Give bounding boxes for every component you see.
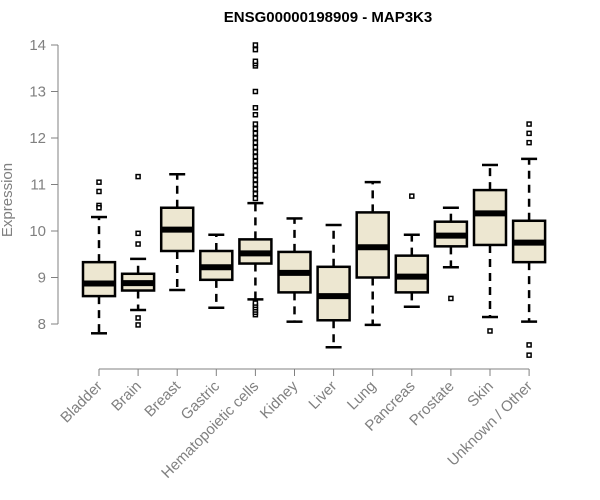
y-tick-label: 12 <box>29 130 46 147</box>
outlier-point <box>526 342 532 348</box>
outlier-point <box>252 195 259 202</box>
box-unknown-other <box>511 121 547 358</box>
outlier-point <box>252 172 259 178</box>
outlier-point <box>135 322 141 328</box>
box-iqr <box>81 260 117 298</box>
outlier-point <box>252 186 259 192</box>
outlier-point <box>252 135 259 141</box>
box-kidney <box>277 217 312 323</box>
y-tick-label: 9 <box>38 270 46 287</box>
outlier-point <box>135 230 141 237</box>
x-tick-label: Liver <box>305 378 340 413</box>
outlier-point <box>252 163 259 169</box>
outlier-point <box>448 295 454 302</box>
x-tick-label: Lung <box>344 378 380 414</box>
outlier-point <box>526 139 532 146</box>
y-tick-label: 10 <box>29 223 46 240</box>
outlier-point <box>409 193 415 199</box>
outlier-point <box>252 88 259 95</box>
outlier-point <box>252 42 259 48</box>
x-tick-label: Brain <box>108 378 145 415</box>
y-axis-title: Expression <box>0 163 16 237</box>
outlier-point <box>252 153 259 160</box>
outlier-point <box>135 241 141 247</box>
box-iqr <box>472 188 508 247</box>
box-hematopoietic-cells <box>238 42 273 318</box>
outlier-point <box>487 328 493 334</box>
x-tick-label: Bladder <box>57 378 106 427</box>
x-tick-label: Breast <box>141 377 184 420</box>
box-bladder <box>81 179 117 335</box>
outlier-point <box>526 130 532 137</box>
box-skin <box>472 163 508 334</box>
outlier-point <box>252 130 259 137</box>
outlier-point <box>252 181 259 188</box>
y-tick-label: 13 <box>29 84 46 101</box>
y-axis: 8 9 10 11 12 13 14 <box>29 37 59 333</box>
outlier-point <box>526 352 532 358</box>
box-prostate <box>433 206 469 302</box>
outlier-point <box>252 191 259 197</box>
outlier-point <box>96 205 102 211</box>
outlier-point <box>252 105 259 111</box>
outlier-point <box>252 149 259 155</box>
x-tick-label: Kidney <box>257 377 302 422</box>
y-tick-label: 11 <box>30 177 46 194</box>
outlier-point <box>252 167 259 174</box>
box-pancreas <box>394 193 430 309</box>
outlier-point <box>252 144 259 151</box>
boxes-group <box>81 42 547 358</box>
outlier-point <box>252 125 259 132</box>
box-liver <box>316 223 351 349</box>
box-breast <box>159 173 195 292</box>
outlier-point <box>252 112 259 118</box>
outlier-point <box>252 177 259 183</box>
outlier-point <box>526 121 532 127</box>
outlier-point <box>252 300 259 306</box>
outlier-point <box>252 121 259 127</box>
outlier-point <box>135 173 141 180</box>
outlier-point <box>96 179 102 185</box>
box-lung <box>355 180 390 327</box>
box-gastric <box>199 233 234 309</box>
outlier-point <box>96 188 102 195</box>
outlier-point <box>252 58 259 65</box>
outlier-point <box>252 158 259 164</box>
x-tick-label: Skin <box>464 378 497 411</box>
outlier-point <box>252 139 259 146</box>
y-tick-label: 14 <box>29 37 46 54</box>
box-brain <box>120 173 156 328</box>
outlier-point <box>252 46 259 53</box>
outlier-point <box>135 315 141 321</box>
y-tick-label: 8 <box>38 316 46 333</box>
chart-title: ENSG00000198909 - MAP3K3 <box>224 9 432 26</box>
